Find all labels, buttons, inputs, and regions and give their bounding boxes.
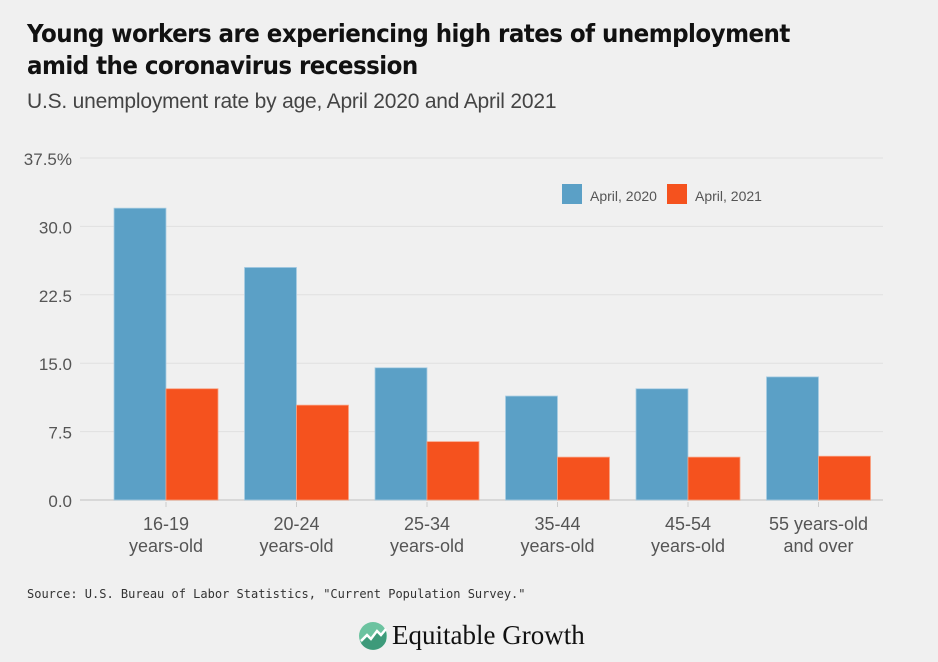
bar-april-2021	[818, 455, 871, 501]
bar-chart: 0.07.515.022.530.037.5%16-19years-old20-…	[24, 150, 883, 556]
chart-subtitle: U.S. unemployment rate by age, April 202…	[27, 90, 557, 113]
x-tick-label: years-old	[520, 536, 594, 556]
growth-logo-icon	[359, 621, 387, 650]
x-tick-label: years-old	[129, 536, 203, 556]
x-tick-label: 20-24	[273, 514, 319, 534]
logo-text: Equitable Growth	[392, 620, 585, 650]
x-tick-label: 16-19	[143, 514, 189, 534]
y-tick-label: 30.0	[39, 218, 72, 237]
x-tick-label: 55 years-old	[769, 514, 868, 534]
bar-april-2020	[374, 367, 428, 501]
bar-april-2021	[426, 441, 480, 501]
legend-label: April, 2021	[695, 188, 762, 204]
x-tick-label: years-old	[390, 536, 464, 556]
equitable-growth-logo: Equitable Growth	[358, 620, 585, 651]
bar-april-2021	[296, 404, 349, 501]
bar-april-2020	[635, 388, 689, 501]
bar-april-2020	[244, 267, 297, 501]
bar-april-2021	[165, 388, 219, 501]
bar-april-2020	[113, 207, 167, 501]
x-tick-label: 25-34	[404, 514, 450, 534]
x-tick-label: 45-54	[665, 514, 711, 534]
y-tick-label: 15.0	[39, 355, 72, 374]
y-tick-label: 37.5%	[24, 150, 72, 169]
x-tick-label: and over	[783, 536, 853, 556]
bar-april-2020	[505, 395, 558, 501]
y-tick-label: 7.5	[48, 424, 72, 443]
chart-title: Young workers are experiencing high rate…	[27, 19, 790, 80]
x-tick-label: years-old	[651, 536, 725, 556]
legend-swatch	[562, 184, 582, 204]
legend-label: April, 2020	[590, 188, 657, 204]
legend-swatch	[667, 184, 687, 204]
x-tick-label: years-old	[259, 536, 333, 556]
source-note: Source: U.S. Bureau of Labor Statistics,…	[27, 587, 526, 601]
y-tick-label: 0.0	[48, 492, 72, 511]
bar-april-2021	[687, 456, 741, 501]
y-tick-label: 22.5	[39, 287, 72, 306]
x-tick-label: 35-44	[534, 514, 580, 534]
bar-april-2020	[766, 376, 819, 501]
bar-april-2021	[557, 456, 610, 501]
